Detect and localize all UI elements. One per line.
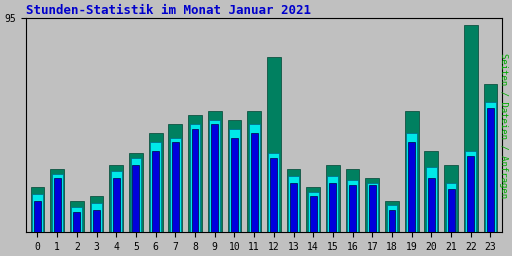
Bar xyxy=(385,201,399,232)
Y-axis label: Seiten / Dateien / Anfragen: Seiten / Dateien / Anfragen xyxy=(499,53,508,198)
Bar xyxy=(247,111,261,232)
Bar xyxy=(129,153,143,232)
Bar xyxy=(209,120,220,232)
Bar xyxy=(387,205,397,232)
Bar xyxy=(133,165,139,232)
Bar xyxy=(288,176,299,232)
Bar xyxy=(268,153,279,232)
Bar xyxy=(445,183,457,232)
Bar xyxy=(408,142,415,232)
Bar xyxy=(73,212,80,232)
Bar xyxy=(54,178,60,232)
Bar xyxy=(347,180,358,232)
Bar xyxy=(328,176,338,232)
Bar xyxy=(188,115,202,232)
Bar xyxy=(290,183,297,232)
Bar xyxy=(428,178,435,232)
Bar xyxy=(329,183,336,232)
Bar xyxy=(31,187,45,232)
Bar xyxy=(306,187,320,232)
Bar xyxy=(467,156,474,232)
Bar xyxy=(90,196,103,232)
Bar xyxy=(93,210,100,232)
Bar xyxy=(346,169,359,232)
Bar xyxy=(367,183,378,232)
Bar xyxy=(152,151,159,232)
Bar xyxy=(424,151,438,232)
Bar xyxy=(251,133,258,232)
Bar xyxy=(369,185,376,232)
Bar xyxy=(170,137,181,232)
Bar xyxy=(70,201,84,232)
Bar xyxy=(447,189,455,232)
Text: Stunden-Statistik im Monat Januar 2021: Stunden-Statistik im Monat Januar 2021 xyxy=(26,4,311,17)
Bar xyxy=(32,194,43,232)
Bar xyxy=(52,174,62,232)
Bar xyxy=(444,165,458,232)
Bar xyxy=(168,124,182,232)
Bar xyxy=(34,201,41,232)
Bar xyxy=(150,142,161,232)
Bar xyxy=(349,185,356,232)
Bar xyxy=(366,178,379,232)
Bar xyxy=(483,84,497,232)
Bar xyxy=(249,124,260,232)
Bar xyxy=(389,210,395,232)
Bar xyxy=(110,165,123,232)
Bar xyxy=(211,124,218,232)
Bar xyxy=(426,167,437,232)
Bar xyxy=(91,203,102,232)
Bar xyxy=(267,57,281,232)
Bar xyxy=(406,133,417,232)
Bar xyxy=(310,196,316,232)
Bar xyxy=(487,108,494,232)
Bar xyxy=(465,151,476,232)
Bar xyxy=(464,25,478,232)
Bar xyxy=(229,129,240,232)
Bar xyxy=(485,102,496,232)
Bar xyxy=(131,158,141,232)
Bar xyxy=(308,191,318,232)
Bar xyxy=(111,171,122,232)
Bar xyxy=(189,124,200,232)
Bar xyxy=(231,137,238,232)
Bar xyxy=(172,142,179,232)
Bar xyxy=(149,133,162,232)
Bar xyxy=(113,178,120,232)
Bar xyxy=(326,165,340,232)
Bar xyxy=(227,120,241,232)
Bar xyxy=(287,169,301,232)
Bar xyxy=(405,111,419,232)
Bar xyxy=(208,111,222,232)
Bar xyxy=(270,158,278,232)
Bar xyxy=(191,129,199,232)
Bar xyxy=(50,169,64,232)
Bar xyxy=(72,207,82,232)
